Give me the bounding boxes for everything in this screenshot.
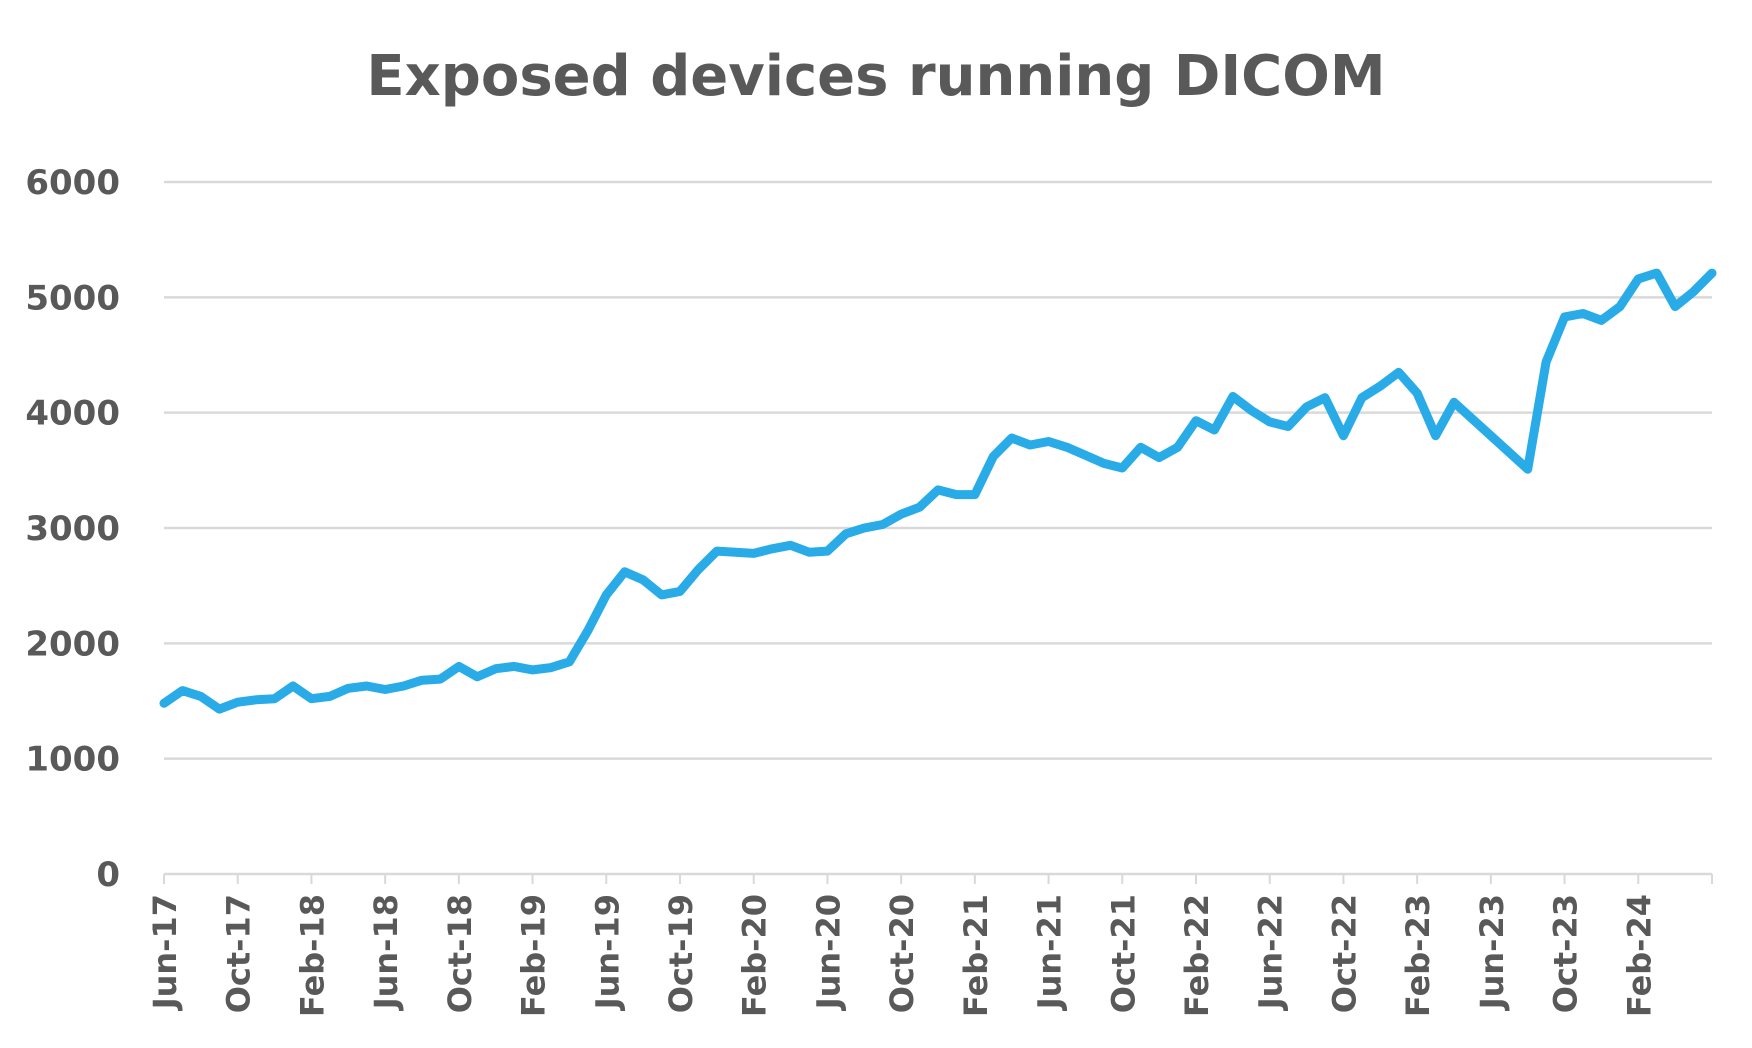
- x-tick-label-Oct-20: Oct-20: [883, 894, 921, 1013]
- x-tick-label-Oct-19: Oct-19: [662, 894, 700, 1013]
- x-tick-label-Feb-23: Feb-23: [1399, 894, 1437, 1017]
- y-tick-label-1000: 1000: [25, 740, 120, 780]
- x-tick-label-Feb-21: Feb-21: [957, 894, 995, 1017]
- x-tick-label-Oct-22: Oct-22: [1325, 894, 1363, 1013]
- x-tick-label-Jun-21: Jun-21: [1031, 894, 1069, 1011]
- x-tick-label-Feb-18: Feb-18: [293, 894, 331, 1017]
- y-tick-label-0: 0: [96, 855, 120, 895]
- y-axis-labels: 0 1000 2000 3000 4000 5000 6000: [25, 163, 120, 895]
- y-tick-label-5000: 5000: [25, 278, 120, 318]
- y-tick-label-4000: 4000: [25, 394, 120, 434]
- series-layer: [159, 268, 1717, 714]
- x-tick-label-Oct-21: Oct-21: [1104, 894, 1142, 1013]
- y-tick-label-3000: 3000: [25, 509, 120, 549]
- x-tick-label-Feb-22: Feb-22: [1178, 894, 1216, 1017]
- chart-title: Exposed devices running DICOM: [366, 44, 1386, 109]
- x-axis-labels: Jun-17 Oct-17 Feb-18 Jun-18 Oct-18 Feb-19 Jun-…: [146, 894, 1658, 1017]
- x-tick-label-Jun-22: Jun-22: [1252, 894, 1290, 1011]
- x-tick-label-Feb-19: Feb-19: [515, 894, 553, 1017]
- y-tick-label-6000: 6000: [25, 163, 120, 203]
- x-tick-label-Jun-23: Jun-23: [1473, 894, 1511, 1011]
- x-tick-label-Oct-18: Oct-18: [441, 894, 479, 1013]
- x-tick-label-Jun-19: Jun-19: [588, 894, 626, 1011]
- x-tick-label-Jun-20: Jun-20: [809, 894, 847, 1011]
- x-tick-label-Oct-17: Oct-17: [220, 894, 258, 1013]
- x-tick-label-Jun-17: Jun-17: [146, 894, 184, 1011]
- gridlines: [164, 180, 1712, 760]
- x-axis: [163, 872, 1713, 884]
- y-tick-label-2000: 2000: [25, 624, 120, 664]
- x-tick-label-Feb-20: Feb-20: [736, 894, 774, 1017]
- x-tick-label-Oct-23: Oct-23: [1547, 894, 1585, 1013]
- series-line-0: [159, 268, 1717, 714]
- x-tick-label-Jun-18: Jun-18: [367, 894, 405, 1011]
- x-tick-label-Feb-24: Feb-24: [1620, 894, 1658, 1017]
